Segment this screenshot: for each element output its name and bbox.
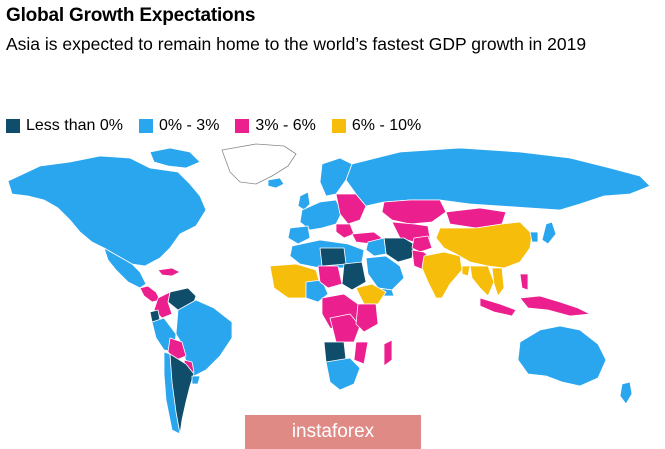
- region-bolivia: [167, 337, 187, 361]
- region-new-zealand: [619, 381, 633, 405]
- region-southern-africa: [325, 357, 361, 391]
- region-mozambique: [353, 341, 369, 365]
- legend-swatch-3-6: [235, 119, 250, 133]
- legend-label-6-10: 6% - 10%: [351, 117, 422, 134]
- legend-item-6-10: 6% - 10%: [331, 117, 422, 135]
- region-argentina: [169, 353, 195, 435]
- legend-item-0-3: 0% - 3%: [138, 117, 220, 135]
- region-uruguay: [191, 375, 201, 385]
- watermark: instaforex: [245, 415, 421, 449]
- region-mexico: [103, 247, 147, 289]
- region-balkans: [335, 223, 355, 239]
- region-scandinavia: [319, 157, 353, 197]
- legend-swatch-less-than-0: [6, 119, 20, 133]
- legend-item-less-than-0: Less than 0%: [6, 117, 123, 135]
- region-russia: [345, 147, 651, 211]
- region-madagascar: [383, 339, 393, 367]
- region-north-america: [7, 155, 207, 267]
- legend-item-3-6: 3% - 6%: [235, 117, 316, 135]
- region-uk: [297, 191, 311, 211]
- legend-label-3-6: 3% - 6%: [255, 117, 316, 134]
- region-iraq-syria: [365, 237, 387, 257]
- legend-label-0-3: 0% - 3%: [158, 117, 220, 134]
- legend-swatch-0-3: [138, 119, 153, 133]
- region-bangladesh: [461, 265, 471, 277]
- region-korea: [529, 231, 539, 243]
- region-afghanistan: [411, 235, 433, 253]
- legend-label-less-than-0: Less than 0%: [26, 117, 123, 134]
- region-indonesia-west: [479, 297, 517, 317]
- region-arctic-islands: [149, 147, 201, 169]
- region-drc: [329, 313, 361, 343]
- chart-subtitle: Asia is expected to remain home to the w…: [6, 34, 587, 54]
- region-myanmar-thailand: [469, 265, 495, 297]
- world-map: [7, 143, 651, 435]
- region-japan: [541, 221, 557, 245]
- region-iceland: [267, 177, 285, 189]
- region-central-america: [139, 285, 161, 303]
- region-australia: [517, 325, 607, 387]
- region-arabia: [365, 255, 405, 291]
- region-china: [435, 221, 533, 269]
- region-greenland: [221, 143, 297, 185]
- region-indonesia-east: [519, 295, 591, 317]
- region-sudan: [341, 261, 367, 291]
- region-libya: [319, 247, 347, 267]
- region-chad-niger: [317, 265, 343, 289]
- region-caribbean: [157, 267, 181, 277]
- region-kazakhstan: [381, 199, 447, 225]
- region-ethiopia-horn: [355, 283, 387, 305]
- region-vietnam: [491, 267, 505, 297]
- legend: Less than 0% 0% - 3% 3% - 6% 6% - 10%: [6, 117, 421, 135]
- region-east-africa: [355, 303, 379, 333]
- region-philippines: [519, 273, 529, 291]
- legend-swatch-6-10: [331, 119, 346, 133]
- region-iberia: [287, 225, 311, 245]
- region-india: [421, 251, 463, 299]
- chart-title: Global Growth Expectations: [6, 5, 256, 26]
